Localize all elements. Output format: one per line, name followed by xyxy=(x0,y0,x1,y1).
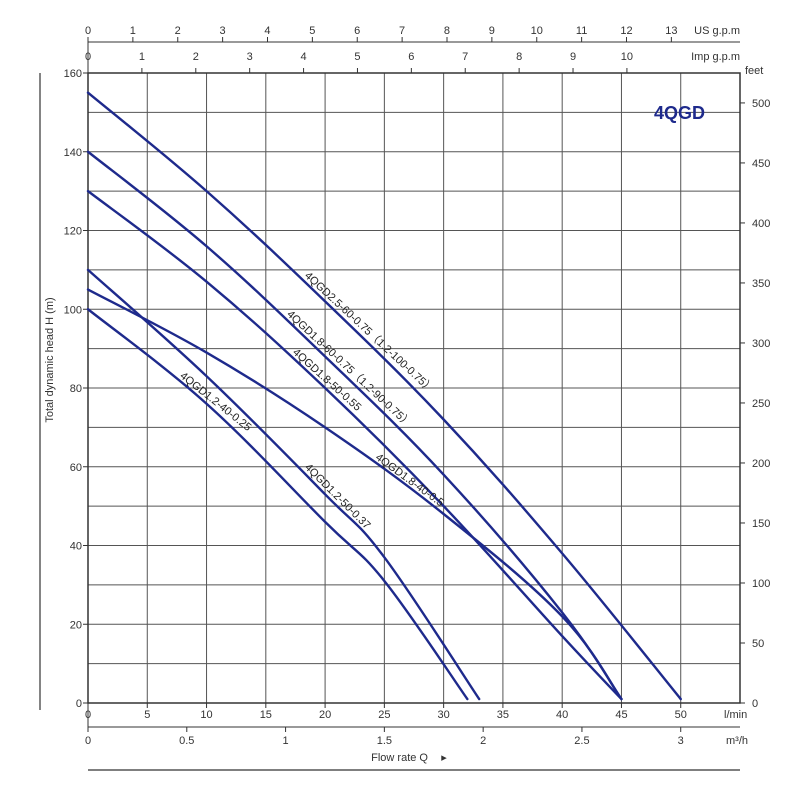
impgpm-tick-label: 2 xyxy=(193,51,199,63)
y-tick-label: 160 xyxy=(64,68,82,80)
x-unit-label: l/min xyxy=(724,709,747,721)
x-tick-label: 0 xyxy=(85,709,91,721)
x-tick-label: 40 xyxy=(556,709,568,721)
curve-line xyxy=(86,268,481,701)
m3h-tick-label: 2 xyxy=(480,735,486,747)
impgpm-tick-label: 9 xyxy=(570,51,576,63)
impgpm-tick-label: 1 xyxy=(139,51,145,63)
usgpm-tick-label: 12 xyxy=(620,25,632,37)
curve-label: 4QGD1.2-40-0.25 xyxy=(178,370,254,434)
usgpm-tick-label: 9 xyxy=(489,25,495,37)
impgpm-tick-label: 5 xyxy=(354,51,360,63)
impgpm-unit-label: Imp g.p.m xyxy=(691,51,740,63)
y-tick-label: 40 xyxy=(70,541,82,553)
usgpm-tick-label: 1 xyxy=(130,25,136,37)
impgpm-tick-label: 4 xyxy=(301,51,307,63)
x-tick-label: 45 xyxy=(615,709,627,721)
curve-line xyxy=(86,91,682,701)
x-tick-label: 10 xyxy=(200,709,212,721)
feet-tick-label: 50 xyxy=(752,638,764,650)
feet-tick-label: 100 xyxy=(752,578,770,590)
usgpm-tick-label: 0 xyxy=(85,25,91,37)
m3h-tick-label: 1.5 xyxy=(377,735,392,747)
y-tick-label: 100 xyxy=(64,304,82,316)
impgpm-tick-label: 0 xyxy=(85,51,91,63)
m3h-tick-label: 1 xyxy=(283,735,289,747)
curve-line xyxy=(86,150,623,701)
feet-unit-label: feet xyxy=(745,65,763,77)
x-axis-arrow: ▸ xyxy=(441,752,447,764)
y-tick-label: 80 xyxy=(70,383,82,395)
y-tick-label: 60 xyxy=(70,462,82,474)
x-tick-label: 5 xyxy=(144,709,150,721)
feet-tick-label: 400 xyxy=(752,218,770,230)
usgpm-tick-label: 7 xyxy=(399,25,405,37)
m3h-tick-label: 3 xyxy=(678,735,684,747)
y-tick-label: 20 xyxy=(70,619,82,631)
usgpm-tick-label: 3 xyxy=(220,25,226,37)
m3h-tick-label: 2.5 xyxy=(574,735,589,747)
feet-tick-label: 250 xyxy=(752,398,770,410)
curve-line xyxy=(86,308,469,701)
impgpm-tick-label: 8 xyxy=(516,51,522,63)
usgpm-tick-label: 10 xyxy=(531,25,543,37)
feet-tick-label: 500 xyxy=(752,98,770,110)
m3h-tick-label: 0.5 xyxy=(179,735,194,747)
impgpm-tick-label: 3 xyxy=(247,51,253,63)
curve-layer xyxy=(86,91,682,701)
impgpm-tick-label: 6 xyxy=(408,51,414,63)
feet-tick-label: 0 xyxy=(752,698,758,710)
feet-tick-label: 300 xyxy=(752,338,770,350)
feet-tick-label: 450 xyxy=(752,158,770,170)
y-tick-label: 140 xyxy=(64,147,82,159)
feet-tick-label: 200 xyxy=(752,458,770,470)
usgpm-tick-label: 4 xyxy=(264,25,270,37)
tick-layer: 0 5 10 15 20 25 30 35 40 45 5002040608010012014016… xyxy=(64,25,771,747)
curve-line xyxy=(86,189,623,701)
x-tick-label: 50 xyxy=(675,709,687,721)
impgpm-tick-label: 10 xyxy=(621,51,633,63)
x-tick-label: 20 xyxy=(319,709,331,721)
x-tick-label: 30 xyxy=(438,709,450,721)
usgpm-tick-label: 13 xyxy=(665,25,677,37)
usgpm-unit-label: US g.p.m xyxy=(694,25,740,37)
m3h-unit-label: m³/h xyxy=(726,735,748,747)
y-axis-title: Total dynamic head H (m) xyxy=(44,297,56,422)
m3h-tick-label: 0 xyxy=(85,735,91,747)
x-axis-title: Flow rate Q xyxy=(371,752,428,764)
feet-tick-label: 350 xyxy=(752,278,770,290)
usgpm-tick-label: 8 xyxy=(444,25,450,37)
x-tick-label: 35 xyxy=(497,709,509,721)
usgpm-tick-label: 5 xyxy=(309,25,315,37)
usgpm-tick-label: 6 xyxy=(354,25,360,37)
feet-tick-label: 150 xyxy=(752,518,770,530)
usgpm-tick-label: 2 xyxy=(175,25,181,37)
chart-title: 4QGD xyxy=(654,103,705,123)
x-tick-label: 25 xyxy=(378,709,390,721)
curve-label: 4QGD1.2-50-0.37 xyxy=(302,461,372,531)
usgpm-tick-label: 11 xyxy=(576,25,587,37)
label-layer: 4QGD2.5-60-0.75（1.2-100-0.75）4QGD1.8-60-… xyxy=(178,269,446,532)
impgpm-tick-label: 7 xyxy=(462,51,468,63)
y-tick-label: 0 xyxy=(76,698,82,710)
y-tick-label: 120 xyxy=(64,226,82,238)
curve-line xyxy=(86,288,623,701)
x-tick-label: 15 xyxy=(260,709,272,721)
